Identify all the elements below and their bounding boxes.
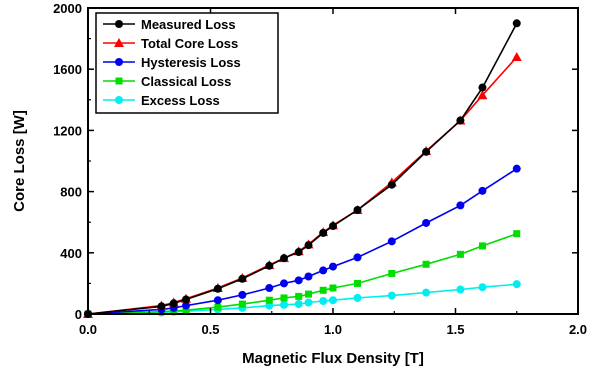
legend-item-hysteresis-loss: Hysteresis Loss: [103, 55, 241, 70]
data-point-hysteresis-loss: [512, 164, 521, 173]
legend-item-excess-loss: Excess Loss: [103, 93, 220, 108]
y-axis-title: Core Loss [W]: [11, 110, 28, 212]
x-tick-label: 0.0: [79, 322, 97, 337]
legend-item-total-core-loss: Total Core Loss: [103, 36, 238, 51]
data-point-excess-loss: [280, 300, 288, 309]
data-point-classical-loss: [214, 303, 222, 311]
data-point-measured-loss: [512, 19, 521, 28]
series-line-hysteresis-loss: [87, 168, 518, 315]
data-point-excess-loss: [304, 298, 313, 307]
legend-item-classical-loss: Classical Loss: [103, 74, 231, 89]
data-point-measured-loss: [319, 228, 328, 237]
x-tick-label: 1.5: [446, 322, 464, 337]
data-point-excess-loss: [294, 300, 303, 309]
data-point-classical-loss: [422, 260, 430, 268]
data-point-classical-loss: [182, 306, 190, 314]
legend-item-measured-loss: Measured Loss: [103, 17, 236, 32]
x-tick-label: 0.5: [201, 322, 219, 337]
legend-label: Excess Loss: [141, 93, 220, 108]
series-layer: [83, 19, 522, 318]
data-point-measured-loss: [294, 248, 303, 257]
legend-swatch-marker: [115, 96, 123, 104]
data-point-excess-loss: [456, 285, 465, 294]
data-point-hysteresis-loss: [304, 272, 313, 281]
data-point-classical-loss: [295, 292, 303, 300]
data-point-hysteresis-loss: [265, 283, 274, 292]
data-point-measured-loss: [329, 222, 337, 231]
legend-label: Measured Loss: [141, 17, 236, 32]
data-point-measured-loss: [213, 284, 222, 293]
data-point-excess-loss: [353, 293, 362, 302]
data-point-classical-loss: [280, 294, 288, 302]
legend-swatch-marker: [115, 77, 123, 85]
legend-swatch-marker: [115, 58, 123, 66]
data-point-hysteresis-loss: [478, 186, 487, 195]
data-point-measured-loss: [422, 147, 431, 156]
data-point-total-core-loss: [511, 51, 522, 61]
data-point-classical-loss: [329, 284, 337, 292]
y-tick-label: 1600: [53, 62, 82, 77]
legend-box: [95, 12, 279, 114]
legend-label: Total Core Loss: [141, 36, 238, 51]
data-point-total-core-loss: [477, 90, 488, 100]
data-point-hysteresis-loss: [422, 218, 431, 227]
legend-label: Hysteresis Loss: [141, 55, 241, 70]
data-point-hysteresis-loss: [182, 301, 190, 310]
data-point-classical-loss: [354, 279, 361, 287]
data-point-classical-loss: [513, 230, 521, 238]
data-point-excess-loss: [387, 291, 396, 300]
x-tick-label: 2.0: [569, 322, 587, 337]
data-point-excess-loss: [478, 283, 487, 292]
data-point-excess-loss: [329, 296, 337, 305]
data-point-excess-loss: [512, 280, 521, 289]
legend-label: Classical Loss: [141, 74, 231, 89]
data-point-measured-loss: [238, 274, 247, 283]
y-tick-label: 1200: [53, 123, 82, 138]
data-point-measured-loss: [353, 205, 362, 214]
y-tick-label: 2000: [53, 1, 82, 16]
data-point-measured-loss: [169, 299, 178, 308]
legend: Measured Loss Total Core Loss Hysteresis L…: [95, 12, 279, 114]
data-point-hysteresis-loss: [387, 237, 396, 246]
data-point-measured-loss: [456, 116, 465, 125]
data-point-measured-loss: [265, 261, 274, 270]
data-point-classical-loss: [478, 242, 486, 250]
data-point-measured-loss: [478, 83, 487, 92]
series-measured-loss: [84, 19, 521, 318]
legend-swatch-marker: [115, 20, 123, 28]
data-point-hysteresis-loss: [329, 262, 337, 271]
y-tick-label: 800: [60, 185, 82, 200]
data-point-measured-loss: [182, 295, 190, 304]
data-point-hysteresis-loss: [319, 266, 328, 275]
data-point-excess-loss: [319, 296, 328, 305]
data-point-hysteresis-loss: [456, 201, 465, 210]
legend-swatch-marker: [114, 38, 124, 47]
data-point-classical-loss: [265, 296, 273, 304]
data-point-measured-loss: [387, 180, 396, 189]
data-point-hysteresis-loss: [280, 279, 288, 288]
ticks-layer: [87, 7, 579, 315]
data-point-hysteresis-loss: [213, 296, 222, 305]
data-point-classical-loss: [238, 300, 246, 308]
y-tick-label: 0: [75, 307, 82, 322]
data-point-classical-loss: [388, 269, 396, 277]
data-point-measured-loss: [280, 254, 288, 263]
data-point-measured-loss: [157, 302, 166, 311]
x-axis-title: Magnetic Flux Density [T]: [242, 350, 424, 367]
data-point-classical-loss: [319, 286, 327, 294]
data-point-excess-loss: [422, 288, 431, 297]
x-tick-label: 1.0: [324, 322, 342, 337]
data-point-hysteresis-loss: [353, 253, 362, 262]
data-point-hysteresis-loss: [238, 290, 247, 299]
data-point-measured-loss: [304, 241, 313, 250]
series-line-classical-loss: [87, 232, 518, 315]
data-point-classical-loss: [456, 250, 464, 258]
data-point-classical-loss: [305, 290, 312, 298]
y-tick-label: 400: [60, 246, 82, 261]
data-point-hysteresis-loss: [294, 276, 303, 285]
tick-labels-layer: 0.0 0.5 1.0 1.5 2.0 0 400 800 1200 1600 2000: [53, 1, 587, 337]
